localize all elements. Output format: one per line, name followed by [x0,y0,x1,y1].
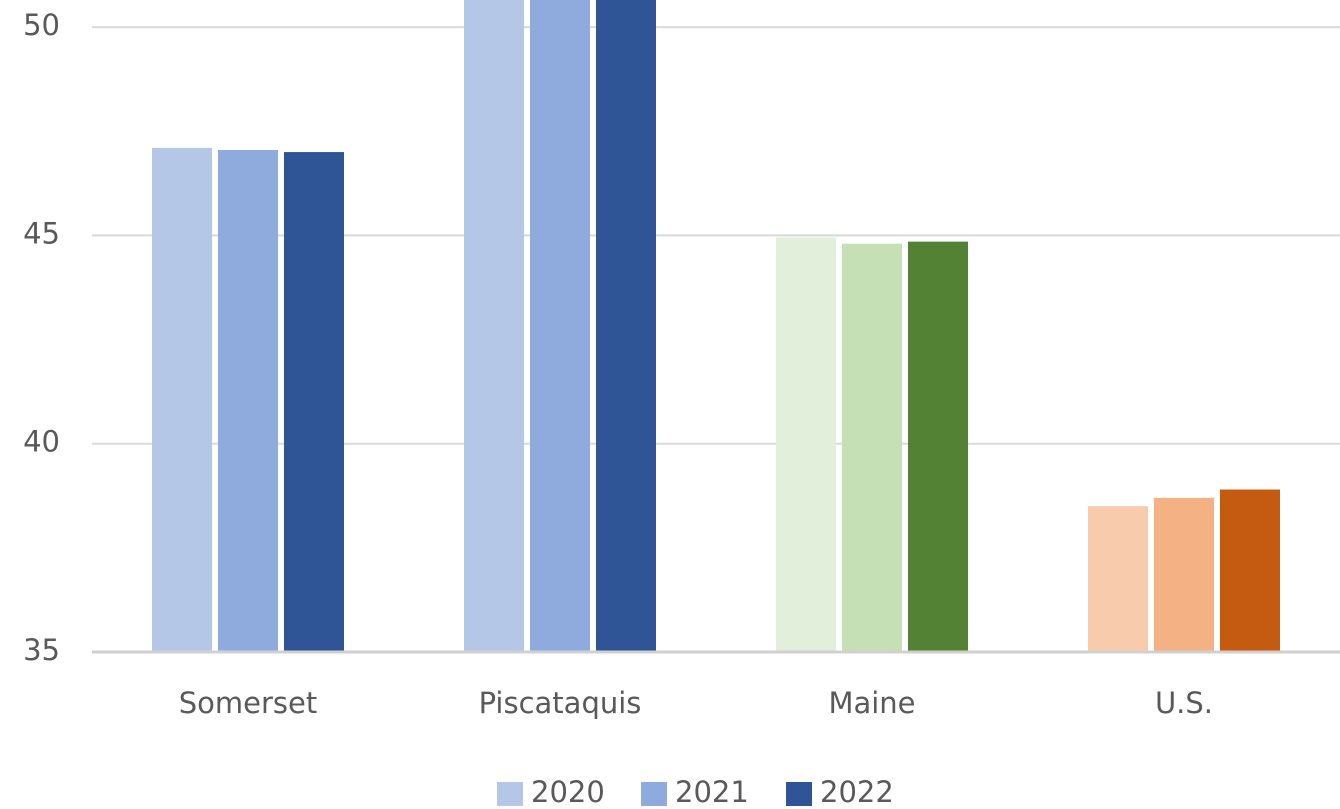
bar [1088,506,1148,652]
legend-label: 2021 [675,775,749,809]
bar [530,0,590,652]
y-tick-label: 45 [23,216,60,250]
legend-swatch [641,782,667,806]
legend-swatch [786,782,812,806]
y-tick-label: 50 [23,8,60,42]
y-tick-label: 35 [23,633,60,667]
x-tick-label: Piscataquis [479,686,642,720]
x-tick-label: Somerset [179,686,318,720]
bar [842,243,902,652]
bar [218,149,278,652]
x-tick-label: U.S. [1155,686,1213,720]
legend-label: 2020 [531,775,605,809]
x-tick-label: Maine [828,686,915,720]
grid [92,26,1340,653]
legend-swatch [497,782,523,806]
y-tick-label: 40 [23,425,60,459]
bar [1220,489,1280,652]
bar [284,152,344,652]
bar [1154,497,1214,652]
bar [776,237,836,652]
bar [152,147,212,652]
bar [464,0,524,652]
bars [152,0,1280,652]
bar [596,0,656,652]
bar [908,241,968,652]
legend-label: 2022 [820,775,894,809]
